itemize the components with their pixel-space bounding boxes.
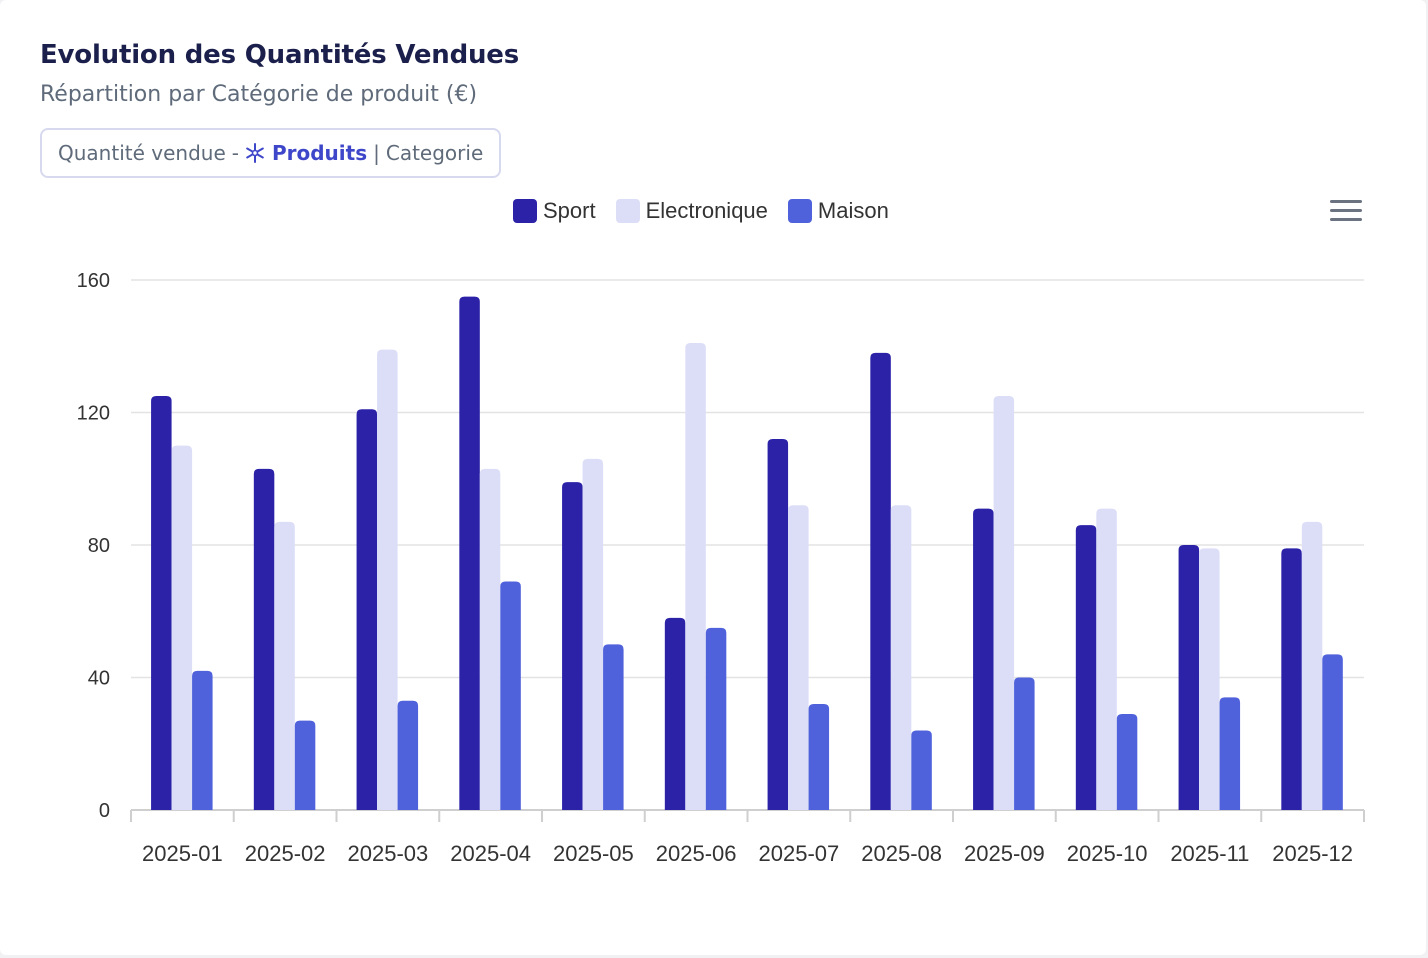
- bar-electronique-2025-03[interactable]: [377, 349, 398, 810]
- x-tick-label: 2025-10: [1067, 841, 1148, 866]
- legend-label-sport: Sport: [543, 198, 596, 223]
- measure-filter-tag[interactable]: Quantité vendue - Produits | Categorie: [40, 128, 502, 178]
- legend-swatch-sport: [513, 199, 537, 223]
- menu-line: [1330, 218, 1362, 221]
- bar-electronique-2025-09[interactable]: [993, 395, 1015, 810]
- x-tick-label: 2025-09: [964, 841, 1045, 866]
- bar-electronique-2025-10[interactable]: [1096, 508, 1117, 810]
- bar-maison-2025-11[interactable]: [1219, 697, 1241, 810]
- x-tick-label: 2025-11: [1170, 841, 1249, 866]
- bar-electronique-2025-05[interactable]: [582, 458, 604, 810]
- bar-sport-2025-12[interactable]: [1281, 548, 1302, 810]
- y-tick-label: 40: [88, 668, 110, 690]
- bar-electronique-2025-11[interactable]: [1199, 548, 1220, 810]
- bar-maison-2025-04[interactable]: [500, 581, 521, 810]
- legend-label-electronique: Electronique: [645, 198, 768, 223]
- bar-sport-2025-03[interactable]: [356, 409, 378, 810]
- bar-maison-2025-08[interactable]: [911, 730, 932, 811]
- measure-label: Quantité vendue: [58, 141, 226, 165]
- bar-sport-2025-02[interactable]: [253, 468, 275, 810]
- x-tick-label: 2025-05: [553, 841, 634, 866]
- y-tick-label: 80: [88, 535, 110, 557]
- bar-maison-2025-10[interactable]: [1116, 713, 1138, 810]
- x-tick-label: 2025-04: [450, 841, 531, 866]
- x-tick-label: 2025-08: [861, 841, 942, 866]
- dimension-label: Categorie: [385, 141, 484, 165]
- bar-electronique-2025-06[interactable]: [685, 342, 706, 810]
- x-tick-label: 2025-12: [1272, 841, 1353, 866]
- bar-electronique-2025-04[interactable]: [479, 468, 501, 810]
- bar-electronique-2025-02[interactable]: [274, 521, 295, 810]
- bar-maison-2025-06[interactable]: [705, 627, 727, 810]
- x-tick-label: 2025-06: [656, 841, 737, 866]
- chart-legend: Sport Electronique Maison: [513, 198, 909, 224]
- bar-electronique-2025-01[interactable]: [171, 445, 193, 810]
- chart-title: Evolution des Quantités Vendues: [40, 40, 520, 70]
- y-tick-label: 0: [99, 800, 110, 822]
- x-tick-label: 2025-07: [759, 841, 840, 866]
- bar-maison-2025-09[interactable]: [1014, 677, 1035, 811]
- bar-sport-2025-08[interactable]: [870, 352, 891, 810]
- x-tick-label: 2025-03: [348, 841, 429, 866]
- bar-sport-2025-07[interactable]: [767, 439, 789, 810]
- legend-item-sport[interactable]: Sport: [513, 198, 596, 224]
- bar-sport-2025-05[interactable]: [562, 482, 583, 810]
- legend-swatch-maison: [787, 199, 812, 223]
- bar-sport-2025-11[interactable]: [1178, 545, 1200, 810]
- bar-sport-2025-09[interactable]: [973, 508, 994, 810]
- legend-item-maison[interactable]: Maison: [787, 198, 889, 224]
- dimension-separator: |: [373, 141, 380, 165]
- bar-maison-2025-05[interactable]: [603, 644, 624, 810]
- menu-line: [1330, 209, 1362, 212]
- measure-separator: -: [231, 141, 239, 165]
- bar-maison-2025-07[interactable]: [808, 704, 830, 810]
- x-tick-label: 2025-01: [142, 841, 223, 866]
- bar-maison-2025-12[interactable]: [1322, 654, 1343, 810]
- dataset-link[interactable]: Produits: [245, 141, 367, 165]
- bar-sport-2025-06[interactable]: [664, 617, 686, 810]
- chart-subtitle: Répartition par Catégorie de produit (€): [40, 82, 478, 107]
- menu-line: [1330, 200, 1362, 203]
- bar-electronique-2025-08[interactable]: [890, 505, 912, 810]
- bar-sport-2025-01[interactable]: [151, 395, 172, 810]
- legend-swatch-electronique: [615, 199, 640, 223]
- hamburger-menu-icon[interactable]: [1330, 200, 1366, 226]
- legend-label-maison: Maison: [817, 198, 889, 223]
- snowflake-icon: [246, 143, 264, 163]
- dataset-label: Produits: [271, 141, 368, 165]
- bar-electronique-2025-12[interactable]: [1301, 521, 1323, 810]
- bar-maison-2025-03[interactable]: [397, 700, 419, 810]
- bar-maison-2025-02[interactable]: [294, 720, 316, 810]
- x-tick-label: 2025-02: [245, 841, 326, 866]
- bar-electronique-2025-07[interactable]: [788, 505, 809, 810]
- y-tick-label: 120: [77, 403, 110, 425]
- bar-sport-2025-10[interactable]: [1075, 525, 1097, 810]
- y-tick-label: 160: [77, 270, 110, 292]
- bar-maison-2025-01[interactable]: [192, 670, 213, 810]
- legend-item-electronique[interactable]: Electronique: [615, 198, 768, 224]
- bar-sport-2025-04[interactable]: [459, 296, 480, 810]
